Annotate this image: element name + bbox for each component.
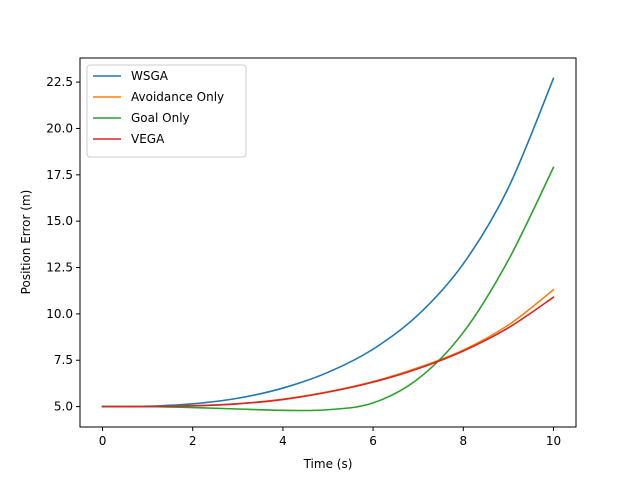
legend-label: WSGA: [131, 69, 169, 83]
y-axis: 5.0 7.5 10.0 12.5 15.0 17.5 20.0 22.5: [46, 75, 80, 414]
legend-box: [86, 64, 247, 158]
x-tick-label: 10: [546, 434, 561, 448]
y-tick-label: 10.0: [46, 307, 73, 321]
x-axis-label: Time (s): [303, 457, 353, 471]
legend-label: Avoidance Only: [131, 90, 224, 104]
legend-label: Goal Only: [131, 111, 190, 125]
x-tick-label: 4: [279, 434, 287, 448]
x-tick-label: 0: [99, 434, 107, 448]
series-line-vega: [101, 296, 555, 408]
y-tick-label: 15.0: [46, 214, 73, 228]
x-tick-label: 6: [369, 434, 377, 448]
legend-label: VEGA: [131, 132, 165, 146]
x-axis: 0 2 4 6 8 10: [99, 427, 561, 448]
x-tick-label: 8: [459, 434, 467, 448]
plot-frame: [79, 57, 577, 428]
legend: WSGA Avoidance Only Goal Only VEGA: [86, 64, 247, 158]
y-axis-label: Position Error (m): [19, 190, 33, 295]
y-tick-label: 12.5: [46, 261, 73, 275]
x-tick-label: 2: [189, 434, 197, 448]
series-line-wsga: [101, 77, 555, 408]
y-tick-label: 7.5: [54, 353, 73, 367]
y-tick-label: 17.5: [46, 168, 73, 182]
y-tick-label: 5.0: [54, 400, 73, 414]
y-tick-label: 20.0: [46, 121, 73, 135]
y-tick-label: 22.5: [46, 75, 73, 89]
series-layer: [101, 77, 555, 412]
series-line-goal-only: [101, 166, 555, 412]
